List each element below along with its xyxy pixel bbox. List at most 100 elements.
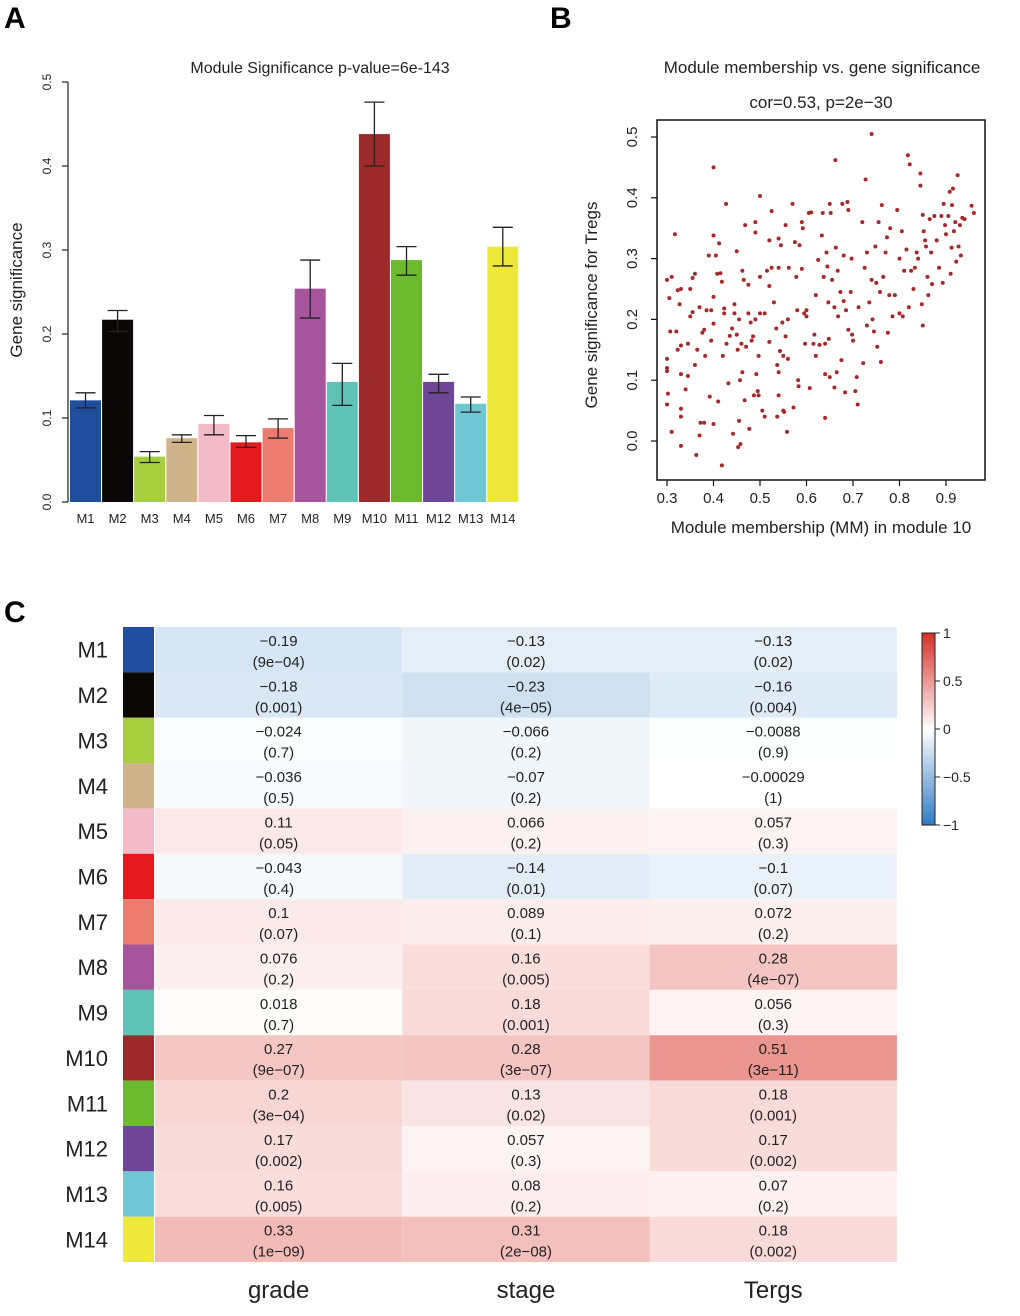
scatter-point bbox=[767, 339, 772, 344]
heatmap-cell bbox=[155, 717, 403, 764]
heatmap-cell-value: 0.066 bbox=[507, 814, 545, 831]
scatter-point bbox=[700, 330, 705, 335]
module-color-swatch bbox=[123, 1035, 154, 1081]
scatter-point bbox=[796, 384, 801, 389]
scatter-point bbox=[758, 311, 762, 316]
scatter-point bbox=[864, 323, 869, 328]
bar-y-tick-label: 0.0 bbox=[40, 493, 54, 510]
heatmap-cell-pvalue: (0.001) bbox=[749, 1108, 797, 1125]
bar-x-tick-label: M11 bbox=[394, 511, 418, 526]
heatmap-cell-pvalue: (0.07) bbox=[754, 881, 793, 898]
scatter-point bbox=[731, 431, 736, 436]
heatmap-cell-value: 0.51 bbox=[759, 1041, 788, 1058]
legend-gradient-segment bbox=[922, 818, 935, 823]
legend-gradient-segment bbox=[922, 796, 935, 800]
scatter-point bbox=[719, 463, 724, 468]
module-color-swatch bbox=[123, 1216, 154, 1263]
legend-gradient-segment bbox=[922, 767, 935, 772]
bar-m10 bbox=[358, 134, 390, 502]
legend-gradient-segment bbox=[922, 812, 935, 816]
legend-gradient-segment bbox=[922, 799, 935, 804]
heatmap-cell bbox=[649, 989, 897, 1036]
scatter-point bbox=[803, 341, 808, 346]
heatmap-cell-value: 0.08 bbox=[511, 1177, 540, 1194]
scatter-point bbox=[732, 311, 737, 316]
scatter-title: Module membership vs. gene significance bbox=[664, 58, 981, 77]
scatter-point bbox=[888, 226, 893, 231]
scatter-point bbox=[732, 302, 737, 307]
scatter-point bbox=[783, 223, 788, 228]
scatter-point bbox=[957, 223, 962, 228]
scatter-point bbox=[749, 338, 754, 343]
scatter-point bbox=[930, 282, 935, 287]
scatter-point bbox=[807, 386, 812, 391]
legend-gradient-segment bbox=[922, 757, 935, 762]
scatter-point bbox=[791, 405, 796, 410]
scatter-point bbox=[883, 250, 888, 255]
bar-y-tick-label: 0.1 bbox=[40, 409, 54, 426]
heatmap-cell bbox=[402, 944, 650, 990]
scatter-point bbox=[665, 366, 669, 371]
scatter-point bbox=[817, 342, 822, 347]
heatmap-cell-pvalue: (0.5) bbox=[263, 790, 294, 807]
scatter-point bbox=[934, 238, 939, 243]
scatter-point bbox=[799, 266, 804, 271]
scatter-point bbox=[711, 294, 716, 299]
scatter-x-label: Module membership (MM) in module 10 bbox=[671, 518, 971, 537]
legend-gradient-segment bbox=[922, 789, 935, 794]
heatmap-cell-pvalue: (3e−04) bbox=[253, 1108, 305, 1125]
legend-gradient-segment bbox=[922, 722, 935, 727]
bar-x-tick-label: M14 bbox=[490, 511, 515, 526]
scatter-point bbox=[665, 391, 670, 396]
scatter-point bbox=[841, 253, 846, 258]
scatter-point bbox=[767, 283, 772, 288]
scatter-point bbox=[739, 341, 744, 346]
scatter-point bbox=[804, 314, 809, 319]
scatter-point bbox=[860, 220, 865, 225]
scatter-point bbox=[881, 274, 886, 279]
scatter-point bbox=[833, 158, 838, 163]
legend-gradient-segment bbox=[922, 777, 935, 781]
scatter-plot: Module membership vs. gene significance … bbox=[582, 58, 986, 537]
legend-gradient-segment bbox=[922, 668, 935, 672]
module-color-swatch bbox=[123, 899, 154, 945]
legend-gradient-segment bbox=[922, 658, 935, 663]
scatter-point bbox=[812, 332, 817, 337]
scatter-point bbox=[869, 277, 874, 282]
scatter-point bbox=[887, 293, 892, 298]
scatter-point bbox=[925, 274, 930, 279]
scatter-point bbox=[743, 223, 748, 228]
scatter-point bbox=[863, 177, 868, 182]
heatmap-cell bbox=[402, 1171, 650, 1217]
scatter-point bbox=[890, 314, 895, 319]
scatter-point bbox=[864, 250, 869, 255]
scatter-point bbox=[753, 220, 758, 225]
scatter-point bbox=[797, 243, 802, 248]
scatter-point bbox=[711, 233, 716, 238]
heatmap-cell bbox=[155, 627, 403, 673]
scatter-point bbox=[703, 353, 708, 358]
scatter-point bbox=[669, 274, 674, 279]
heatmap-cell-value: 0.072 bbox=[754, 905, 792, 922]
module-color-swatch bbox=[123, 853, 154, 900]
scatter-point bbox=[685, 341, 690, 346]
heatmap-cell bbox=[155, 1035, 403, 1081]
scatter-point bbox=[850, 332, 855, 337]
scatter-point bbox=[892, 293, 897, 298]
scatter-point bbox=[678, 406, 683, 411]
scatter-point bbox=[769, 209, 774, 214]
bar-x-tick-label: M2 bbox=[109, 511, 127, 526]
module-color-swatch bbox=[123, 1080, 154, 1126]
heatmap-cell-pvalue: (0.01) bbox=[506, 881, 545, 898]
scatter-point bbox=[741, 277, 746, 282]
legend-gradient-segment bbox=[922, 655, 935, 660]
heatmap-cell-pvalue: (3e−11) bbox=[748, 1062, 799, 1079]
scatter-point bbox=[774, 326, 779, 331]
heatmap-row-label: M5 bbox=[77, 819, 108, 844]
heatmap-cell-value: 0.31 bbox=[511, 1223, 540, 1240]
scatter-point bbox=[709, 338, 714, 343]
heatmap-cell-pvalue: (0.2) bbox=[511, 1198, 542, 1215]
heatmap-cell-pvalue: (0.02) bbox=[506, 1108, 545, 1125]
heatmap-cell-pvalue: (2e−08) bbox=[500, 1244, 552, 1261]
legend-gradient-segment bbox=[922, 735, 935, 740]
